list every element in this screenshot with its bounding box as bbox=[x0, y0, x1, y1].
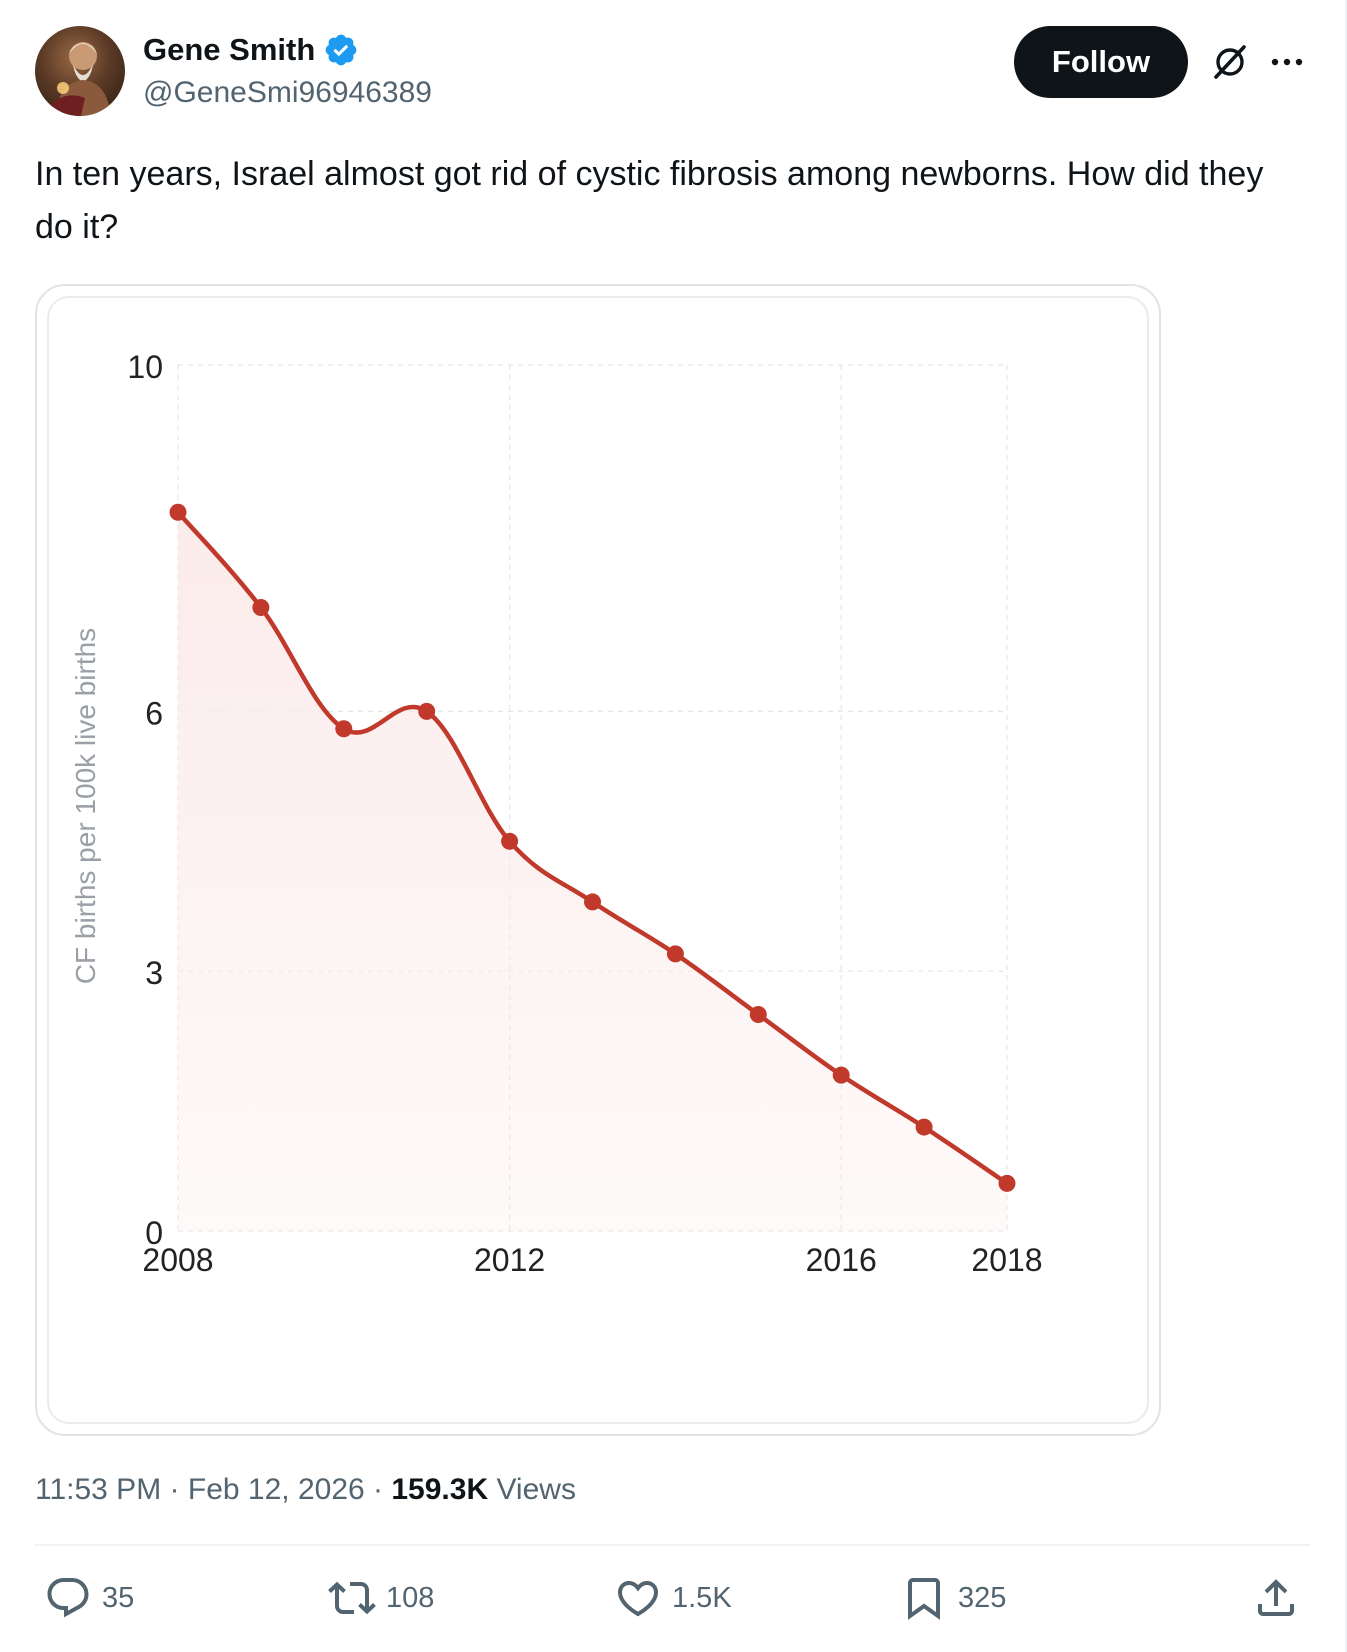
data-point-2014 bbox=[666, 945, 684, 963]
timeline-border bbox=[1345, 0, 1347, 1652]
like-count: 1.5K bbox=[672, 1581, 732, 1614]
more-icon[interactable] bbox=[1265, 42, 1309, 82]
author-handle[interactable]: @GeneSmi96946389 bbox=[143, 76, 432, 109]
data-point-2009 bbox=[252, 598, 270, 616]
tweet-meta: 11:53 PM · Feb 12, 2026 · 159.3K Views bbox=[35, 1473, 576, 1507]
follow-button[interactable]: Follow bbox=[1014, 26, 1188, 98]
x-tick-label: 2008 bbox=[142, 1242, 213, 1278]
chart-card-inner bbox=[47, 296, 1149, 1424]
x-tick-label: 2016 bbox=[806, 1242, 877, 1278]
line-chart: 0 3 6 10 2008 2012 2016 2018 CF births per 100k … bbox=[70, 349, 1043, 1278]
repost-button[interactable]: 108 bbox=[328, 1574, 434, 1622]
reply-button[interactable]: 35 bbox=[44, 1574, 134, 1622]
series-line bbox=[175, 509, 1010, 1186]
share-button[interactable] bbox=[1252, 1574, 1300, 1622]
y-tick-label: 10 bbox=[127, 349, 163, 385]
verified-badge-icon bbox=[325, 34, 357, 66]
data-point-2017 bbox=[915, 1118, 933, 1136]
meta-separator: · bbox=[373, 1473, 384, 1506]
y-tick-label: 6 bbox=[145, 695, 163, 731]
reply-count: 35 bbox=[102, 1581, 135, 1614]
tweet-time[interactable]: 11:53 PM bbox=[35, 1473, 162, 1506]
meta-separator: · bbox=[169, 1473, 180, 1506]
bookmark-count: 325 bbox=[958, 1581, 1007, 1614]
y-axis-label: CF births per 100k live births bbox=[70, 628, 101, 984]
x-tick-label: 2012 bbox=[474, 1242, 545, 1278]
divider bbox=[35, 1544, 1310, 1546]
like-button[interactable]: 1.5K bbox=[614, 1574, 732, 1622]
data-point-2013 bbox=[584, 893, 601, 911]
share-icon bbox=[1258, 1579, 1294, 1616]
data-point-2008 bbox=[169, 503, 187, 521]
data-point-2016 bbox=[832, 1066, 850, 1084]
views-label: Views bbox=[496, 1473, 576, 1506]
bookmark-icon bbox=[908, 1578, 940, 1620]
tweet-date[interactable]: Feb 12, 2026 bbox=[187, 1473, 365, 1506]
grok-icon[interactable] bbox=[1210, 42, 1250, 82]
author-name[interactable]: Gene Smith bbox=[143, 32, 316, 67]
avatar[interactable] bbox=[35, 26, 125, 116]
action-bar: 35 108 1.5K 325 bbox=[0, 1574, 1347, 1634]
x-tick-label: 2018 bbox=[971, 1242, 1042, 1278]
tweet-header: Gene Smith @GeneSmi96946389 Follow bbox=[35, 26, 1310, 118]
views-count: 159.3K bbox=[391, 1473, 489, 1506]
data-point-2012 bbox=[501, 832, 519, 850]
area-fill bbox=[178, 512, 1007, 1231]
bookmark-button[interactable]: 325 bbox=[900, 1574, 1006, 1622]
tweet-text: In ten years, Israel almost got rid of c… bbox=[35, 155, 1264, 246]
chart-card[interactable]: 0 3 6 10 2008 2012 2016 2018 CF births per 100k … bbox=[35, 284, 1161, 1436]
repost-count: 108 bbox=[386, 1581, 435, 1614]
y-tick-label: 0 bbox=[145, 1215, 163, 1251]
y-tick-label: 3 bbox=[145, 955, 163, 991]
data-point-2015 bbox=[749, 1006, 767, 1023]
like-icon bbox=[617, 1581, 659, 1617]
repost-icon bbox=[328, 1581, 376, 1615]
data-point-2018 bbox=[998, 1174, 1016, 1192]
data-point-2010 bbox=[335, 720, 353, 738]
reply-icon bbox=[47, 1578, 89, 1618]
data-point-2011 bbox=[418, 702, 436, 720]
